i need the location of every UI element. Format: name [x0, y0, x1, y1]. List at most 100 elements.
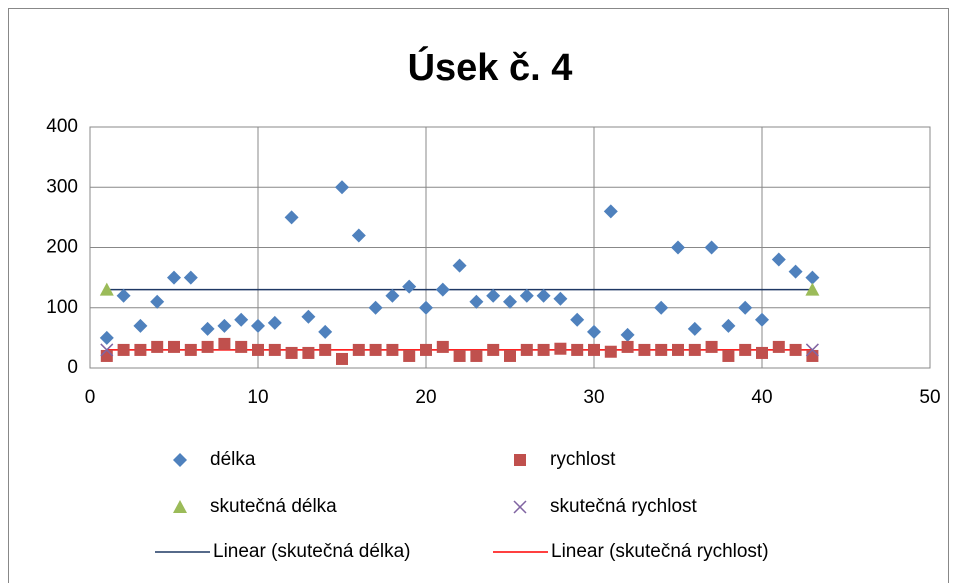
- plot-border: [89, 126, 931, 369]
- point: [436, 340, 449, 353]
- x-tick-label: 50: [919, 387, 940, 408]
- point: [503, 294, 517, 309]
- point: [402, 279, 417, 294]
- point: [336, 352, 348, 365]
- point: [268, 343, 281, 356]
- point: [452, 258, 467, 273]
- legend-marker: [173, 500, 187, 513]
- point: [687, 321, 702, 336]
- point: [200, 321, 215, 336]
- point: [235, 340, 248, 353]
- point: [403, 349, 416, 362]
- point: [284, 210, 299, 225]
- point: [570, 312, 585, 327]
- point: [772, 340, 785, 353]
- point: [806, 349, 819, 362]
- point: [486, 288, 501, 303]
- point: [302, 346, 315, 359]
- y-tick-label: 300: [46, 176, 78, 197]
- legend-marker: [173, 453, 187, 467]
- point: [319, 343, 332, 356]
- point: [420, 343, 432, 356]
- point: [168, 340, 180, 353]
- point: [252, 343, 264, 356]
- point: [369, 343, 382, 356]
- legend-marker: [514, 454, 526, 466]
- point: [705, 340, 718, 353]
- point: [504, 349, 516, 362]
- point: [386, 343, 399, 356]
- point: [554, 342, 567, 355]
- y-tick-label: 200: [46, 237, 78, 258]
- point: [771, 252, 786, 267]
- point: [654, 300, 669, 315]
- legend-label: Linear (skutečná rychlost): [551, 541, 769, 562]
- point: [588, 343, 600, 356]
- point: [419, 300, 433, 315]
- point: [672, 343, 684, 356]
- x-tick-label: 40: [751, 387, 772, 408]
- point: [739, 343, 752, 356]
- point: [453, 349, 466, 362]
- point: [671, 240, 685, 255]
- y-tick-label: 400: [46, 116, 78, 137]
- point: [704, 240, 719, 255]
- point: [151, 340, 164, 353]
- point: [285, 346, 298, 359]
- point: [385, 288, 400, 303]
- point: [738, 300, 753, 315]
- point: [234, 312, 249, 327]
- point: [621, 340, 634, 353]
- point: [620, 327, 635, 342]
- legend-label: skutečná délka: [210, 496, 337, 517]
- point: [571, 343, 584, 356]
- point: [587, 324, 601, 339]
- point: [435, 282, 450, 297]
- point: [755, 312, 769, 327]
- point: [519, 288, 534, 303]
- point: [655, 343, 668, 356]
- point: [335, 180, 349, 195]
- point: [184, 343, 197, 356]
- x-tick-label: 10: [247, 387, 268, 408]
- chart-title: Úsek č. 4: [408, 45, 573, 89]
- point: [722, 349, 735, 362]
- point: [218, 337, 231, 350]
- point: [352, 343, 365, 356]
- point: [756, 346, 768, 359]
- point: [603, 204, 618, 219]
- point: [470, 349, 483, 362]
- point: [251, 318, 265, 333]
- point: [99, 282, 114, 296]
- point: [469, 294, 484, 309]
- point: [150, 294, 165, 309]
- point: [368, 300, 383, 315]
- legend-label: skutečná rychlost: [550, 496, 698, 517]
- point: [134, 343, 147, 356]
- point: [301, 309, 316, 324]
- chart-border: [8, 8, 949, 583]
- point: [520, 343, 533, 356]
- point: [487, 343, 500, 356]
- point: [688, 343, 701, 356]
- point: [604, 345, 617, 358]
- point: [789, 343, 802, 356]
- point: [351, 228, 366, 243]
- x-tick-label: 20: [415, 387, 436, 408]
- point: [267, 315, 282, 330]
- point: [201, 340, 214, 353]
- point: [536, 288, 551, 303]
- point: [721, 318, 736, 333]
- point: [99, 330, 114, 345]
- point: [100, 343, 114, 357]
- legend-label: rychlost: [550, 449, 616, 470]
- point: [553, 291, 568, 306]
- y-tick-label: 100: [46, 297, 78, 318]
- point: [133, 318, 148, 333]
- point: [100, 349, 113, 362]
- y-tick-label: 0: [67, 357, 78, 378]
- legend-label: Linear (skutečná délka): [213, 541, 411, 562]
- point: [183, 270, 198, 285]
